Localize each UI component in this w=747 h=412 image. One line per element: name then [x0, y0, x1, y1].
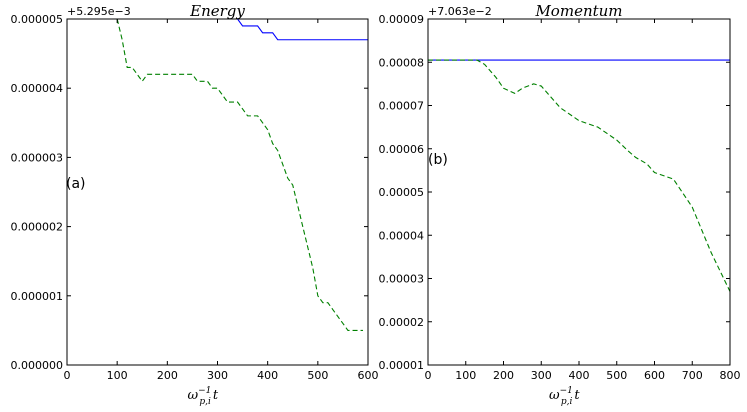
- y-tick-label: 0.00004: [379, 229, 425, 242]
- x-tick-label: 200: [493, 369, 514, 382]
- x-tick-label: 500: [307, 369, 328, 382]
- y-tick-label: 0.00005: [379, 186, 425, 199]
- series-line-dashed: [428, 59, 730, 292]
- x-axis-label-sub: p,i: [199, 397, 211, 407]
- x-tick-label: 500: [606, 369, 627, 382]
- x-axis-label-sup: −1: [560, 386, 573, 396]
- y-tick-label: 0.000000: [11, 359, 64, 372]
- x-tick-label: 600: [644, 369, 665, 382]
- panel-label: (b): [428, 152, 448, 168]
- x-tick-label: 200: [157, 369, 178, 382]
- x-tick-label: 0: [425, 369, 432, 382]
- y-tick-label: 0.00003: [379, 273, 425, 286]
- x-tick-label: 400: [569, 369, 590, 382]
- series-line-solid: [237, 19, 368, 41]
- x-tick-label: 100: [107, 369, 128, 382]
- y-tick-label: 0.000001: [11, 290, 64, 303]
- x-tick-label: 300: [207, 369, 228, 382]
- x-tick-label: 100: [455, 369, 476, 382]
- y-tick-label: 0.00006: [379, 143, 425, 156]
- y-offset-label: +7.063e−2: [428, 5, 492, 18]
- y-tick-label: 0.000002: [11, 221, 64, 234]
- x-tick-label: 0: [64, 369, 71, 382]
- x-axis-label-sub: p,i: [561, 397, 573, 407]
- x-tick-label: 400: [257, 369, 278, 382]
- panel-label: (a): [66, 176, 86, 192]
- x-tick-label: 700: [682, 369, 703, 382]
- x-axis-label-tail: t: [574, 388, 580, 403]
- axes-frame: [66, 18, 369, 366]
- y-tick-label: 0.00008: [379, 56, 425, 69]
- x-axis-label-base: ω: [549, 388, 560, 403]
- x-axis-label: ω−1 p,i t: [549, 386, 580, 407]
- x-axis-label: ω−1 p,i t: [188, 386, 219, 407]
- x-axis-label-sup: −1: [198, 386, 211, 396]
- axes-frame: [427, 18, 731, 366]
- x-tick-label: 300: [531, 369, 552, 382]
- y-tick-label: 0.000005: [11, 13, 64, 26]
- y-tick-label: 0.00007: [379, 100, 425, 113]
- x-tick-label: 800: [720, 369, 741, 382]
- energy-subplot: 0 100 200 300 400 500 600 0.000000 0.000001 0.000…: [11, 2, 379, 407]
- subplot-title: Momentum: [534, 2, 622, 20]
- x-axis-label-tail: t: [213, 388, 219, 403]
- y-tick-label: 0.000003: [11, 151, 64, 164]
- y-tick-label: 0.000004: [11, 82, 64, 95]
- y-tick-label: 0.00002: [379, 316, 425, 329]
- y-tick-label: 0.00009: [379, 13, 425, 26]
- series-line-dashed: [116, 19, 363, 331]
- y-offset-label: +5.295e−3: [67, 5, 131, 18]
- subplot-title: Energy: [189, 2, 245, 20]
- x-tick-label: 600: [358, 369, 379, 382]
- momentum-subplot: 0 100 200 300 400 500 600 700 800 0.00001 0.00002 0…: [379, 2, 741, 407]
- x-axis-label-base: ω: [188, 388, 199, 403]
- y-tick-label: 0.00001: [379, 359, 425, 372]
